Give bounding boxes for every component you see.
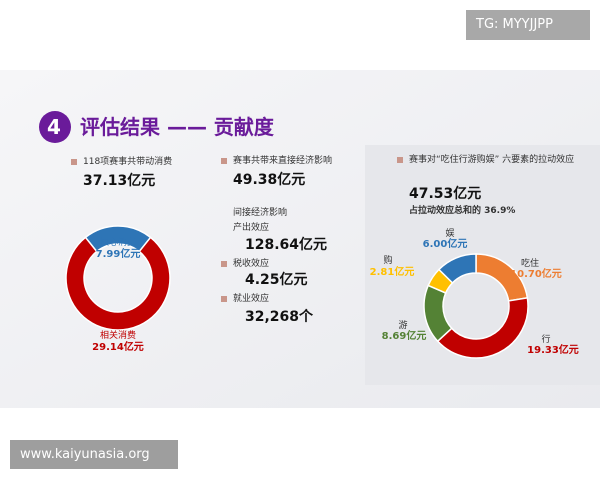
panel-value: 37.13亿元 (83, 173, 156, 189)
segment-label: 核心消费 (99, 238, 137, 248)
donut-segment (436, 297, 529, 359)
panel-note: 占拉动效应总和的 36.9% (409, 206, 516, 216)
bullet (71, 159, 77, 165)
value-label: 6.00亿元 (422, 239, 468, 250)
value-label: 10.70亿元 (510, 269, 562, 280)
segment-label: 相关消费 (99, 331, 137, 341)
segment-label: 行 (541, 335, 551, 345)
value-label: 8.69亿元 (381, 331, 427, 342)
value-label: 29.14亿元 (92, 342, 144, 353)
panel-label: 赛事共带来直接经济影响 (233, 156, 333, 166)
segment-label: 游 (398, 321, 408, 331)
item-value: 4.25亿元 (245, 272, 308, 288)
number-badge (39, 111, 71, 143)
bullet (221, 296, 227, 302)
value-label: 7.99亿元 (95, 249, 141, 260)
item-label: 就业效应 (233, 294, 270, 304)
item-label: 产出效应 (233, 223, 270, 233)
panel-value: 47.53亿元 (409, 186, 482, 202)
bullet (397, 157, 403, 163)
sub-title: 间接经济影响 (233, 208, 288, 218)
panel-value: 49.38亿元 (233, 172, 306, 188)
donut-segment (65, 236, 171, 331)
number: 4 (47, 115, 61, 139)
watermark-box (466, 10, 590, 40)
panel-label: 赛事对“吃住行游购娱” 六要素的拉动效应 (409, 155, 575, 165)
value-label: 2.81亿元 (369, 267, 415, 278)
item-value: 32,268个 (245, 309, 314, 325)
segment-label: 娱 (445, 229, 455, 239)
bullet (221, 158, 227, 164)
segment-label: 吃住 (520, 259, 540, 269)
item-label: 税收效应 (233, 259, 270, 269)
title: 评估结果 —— 贡献度 (80, 115, 274, 139)
item-value: 128.64亿元 (245, 237, 328, 253)
watermark-box (10, 440, 178, 469)
value-label: 19.33亿元 (527, 345, 579, 356)
watermark: www.kaiyunasia.org (20, 447, 150, 462)
watermark: TG: MYYJJPP (476, 17, 553, 32)
segment-label: 购 (383, 256, 393, 266)
bullet (221, 261, 227, 267)
donut-segment (437, 253, 477, 284)
panel-label: 118项赛事共带动消费 (83, 157, 173, 167)
